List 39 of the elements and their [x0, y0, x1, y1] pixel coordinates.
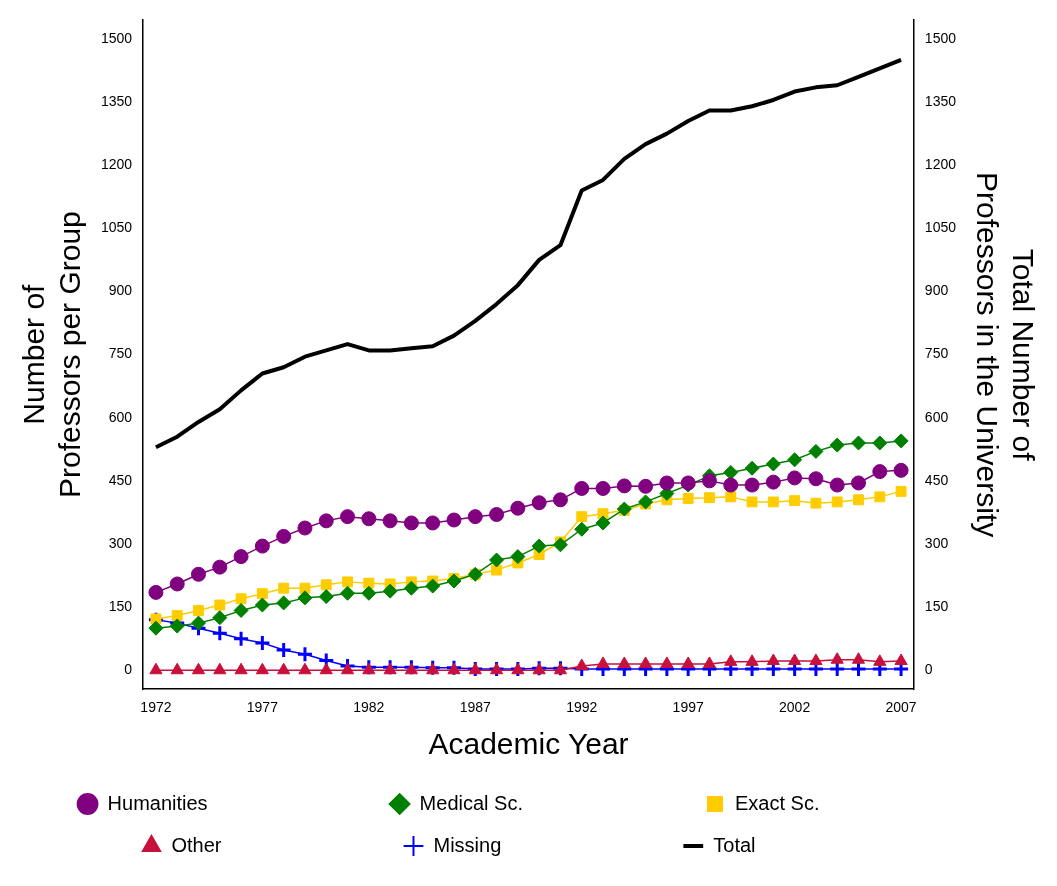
y-tick-label: 1500 — [100, 29, 133, 46]
legend-label: Missing — [433, 833, 662, 856]
x-tick-label: 1987 — [459, 699, 492, 716]
x-tick-label: 2002 — [779, 699, 811, 716]
legend-label: Humanities — [107, 791, 368, 814]
y-axis-title: Number of Professors per Group — [17, 211, 87, 498]
y-tick-label: 300 — [108, 534, 133, 551]
y2-tick-label: 1200 — [924, 156, 957, 173]
x-tick-label: 1992 — [566, 699, 598, 716]
x-tick-label: 2007 — [885, 699, 917, 716]
legend-label: Exact Sc. — [734, 791, 980, 814]
x-tick-label: 1977 — [246, 699, 279, 716]
y2-tick-label: 900 — [924, 282, 949, 299]
y-tick-label: 900 — [108, 282, 133, 299]
y2-tick-label: 450 — [924, 471, 949, 488]
x-tick-label: 1972 — [140, 699, 172, 716]
y2-axis-title: Total Number of Professors in the University — [970, 172, 1040, 538]
y2-tick-label: 1350 — [924, 92, 957, 109]
x-tick-label: 1982 — [353, 699, 385, 716]
legend-label: Other — [171, 833, 382, 856]
y-tick-label: 1050 — [100, 219, 133, 236]
legend-label: Total — [713, 833, 916, 856]
y-tick-label: 1200 — [100, 156, 133, 173]
y2-tick-label: 1050 — [924, 219, 957, 236]
y2-tick-label: 1500 — [924, 29, 957, 46]
y-tick-label: 600 — [108, 408, 133, 425]
y2-tick-label: 300 — [924, 534, 949, 551]
x-tick-label: 1997 — [672, 699, 704, 716]
y-tick-label: 450 — [108, 471, 133, 488]
y2-tick-label: 150 — [924, 597, 949, 614]
y2-tick-label: 600 — [924, 408, 949, 425]
y-tick-label: 0 — [124, 661, 133, 678]
x-axis-title: Academic Year — [428, 727, 629, 761]
y2-tick-label: 0 — [924, 661, 933, 678]
y-tick-label: 150 — [108, 597, 133, 614]
y-tick-label: 1350 — [100, 92, 133, 109]
y-tick-label: 750 — [108, 345, 133, 362]
legend-label: Medical Sc. — [419, 791, 683, 814]
y2-tick-label: 750 — [924, 345, 949, 362]
